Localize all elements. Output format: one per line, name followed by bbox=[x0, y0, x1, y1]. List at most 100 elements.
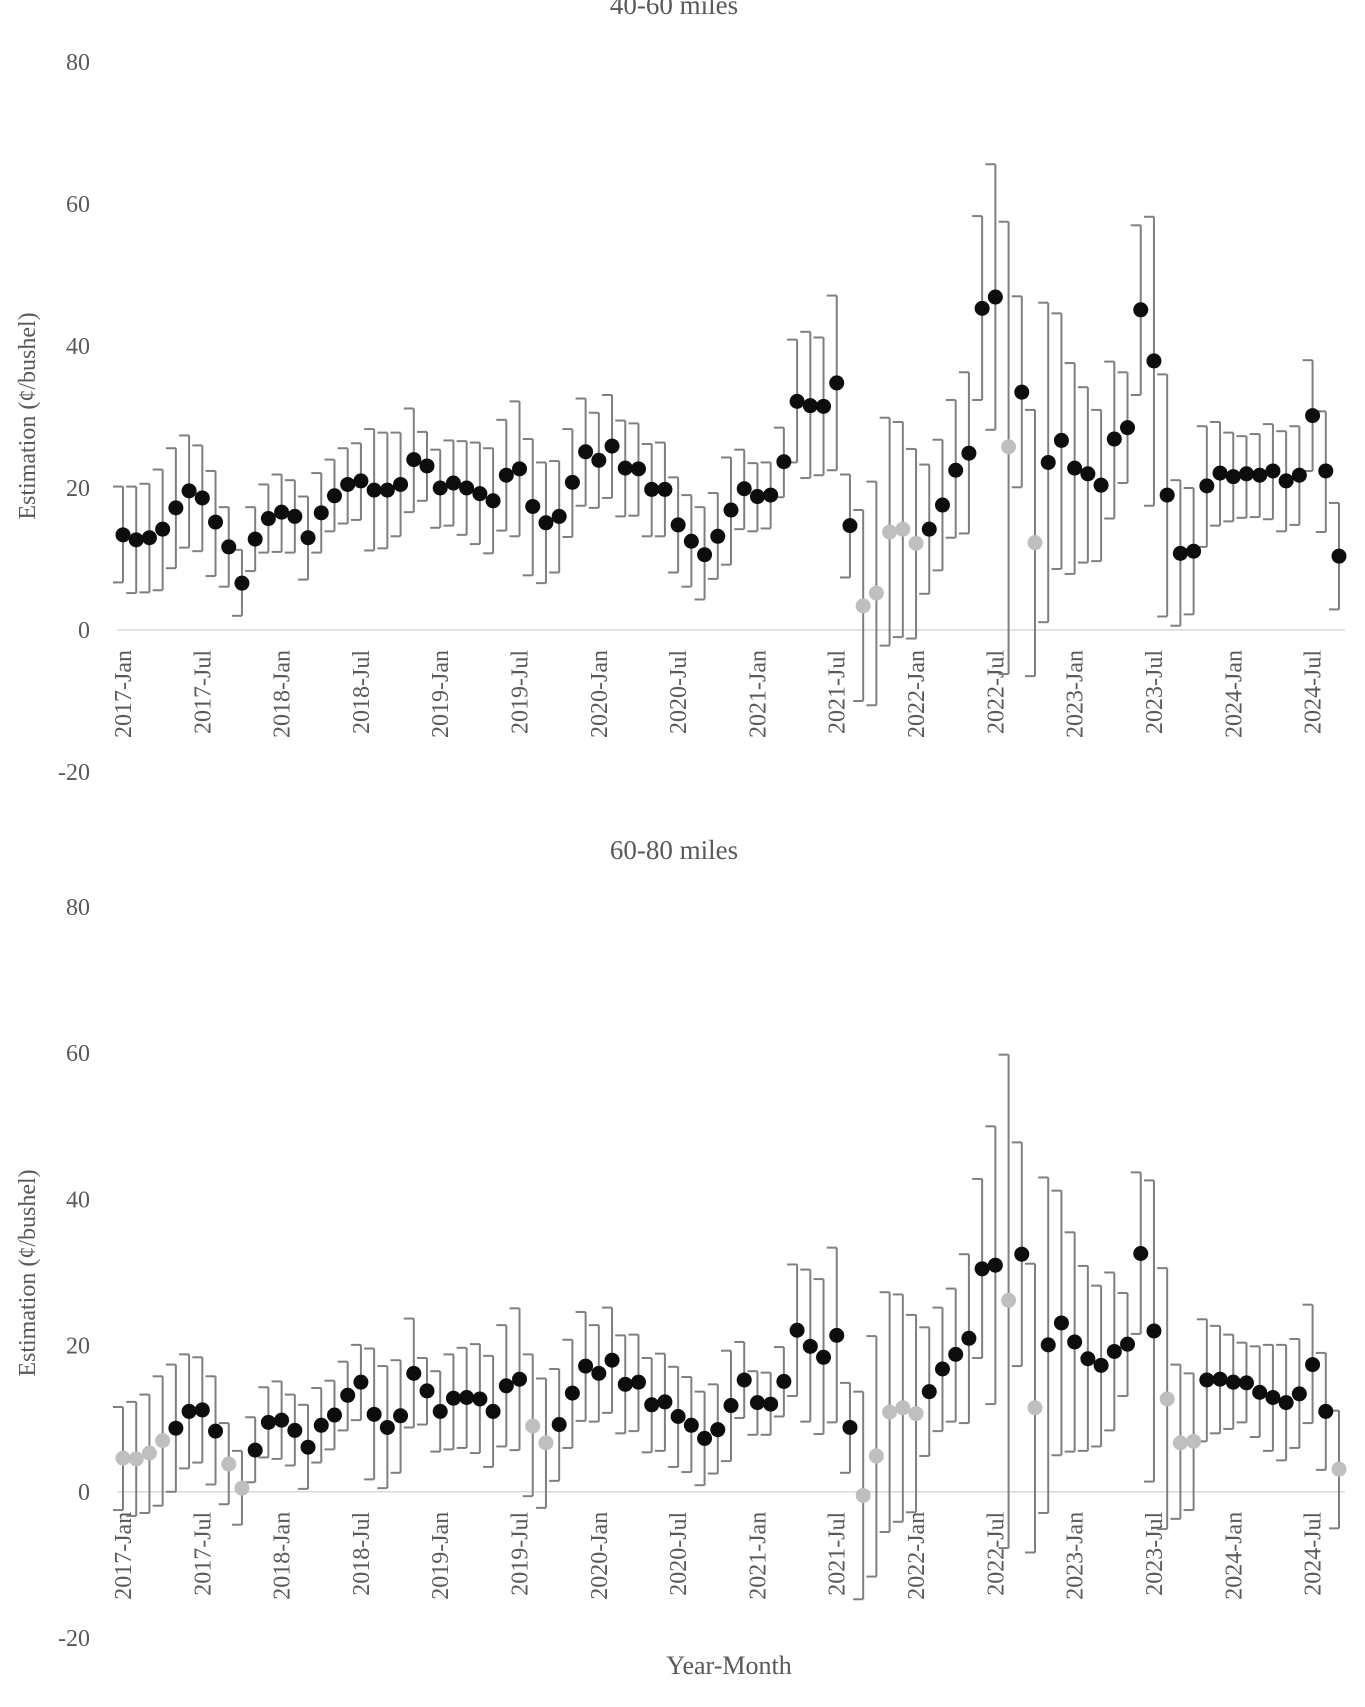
x-tick-label: 2021-Jul bbox=[825, 1511, 851, 1595]
data-point-muted bbox=[538, 1435, 554, 1451]
x-tick-label: 2021-Jan bbox=[745, 1512, 771, 1600]
data-point bbox=[340, 1387, 356, 1403]
data-point bbox=[221, 539, 237, 555]
data-point bbox=[181, 483, 197, 499]
data-point bbox=[591, 1365, 607, 1381]
y-tick-label: 20 bbox=[66, 1334, 90, 1360]
data-point bbox=[802, 1338, 818, 1354]
data-point bbox=[1305, 1357, 1321, 1373]
data-point bbox=[274, 1412, 290, 1428]
data-point bbox=[1278, 473, 1294, 489]
data-point bbox=[1318, 463, 1334, 479]
panel-40-60-miles: 40-60 miles Estimation (¢/bushel) -20 0 20… bbox=[15, 0, 1347, 786]
data-point bbox=[961, 445, 977, 461]
data-point bbox=[987, 1257, 1003, 1273]
x-tick-label: 2019-Jul bbox=[508, 1511, 534, 1595]
data-point bbox=[181, 1403, 197, 1419]
x-tick-label: 2019-Jan bbox=[428, 1512, 454, 1600]
panel-60-80-miles: 60-80 miles Estimation (¢/bushel) -20 0 20… bbox=[15, 835, 1347, 1680]
x-tick-label: 2017-Jul bbox=[190, 1511, 216, 1595]
y-axis-label: Estimation (¢/bushel) bbox=[15, 1169, 41, 1376]
data-point bbox=[749, 1395, 765, 1411]
data-point-muted bbox=[234, 1480, 250, 1496]
data-point bbox=[974, 300, 990, 316]
x-tick-label: 2020-Jan bbox=[587, 650, 613, 738]
data-point bbox=[842, 1419, 858, 1435]
data-point bbox=[379, 1419, 395, 1435]
data-point bbox=[934, 1361, 950, 1377]
y-tick-label: 40 bbox=[66, 334, 90, 360]
data-point bbox=[657, 481, 673, 497]
data-point-muted bbox=[895, 1400, 911, 1416]
x-tick-label: 2023-Jul bbox=[1142, 1511, 1168, 1595]
data-point bbox=[1014, 384, 1030, 400]
data-point bbox=[208, 514, 224, 530]
data-point bbox=[234, 575, 250, 591]
x-tick-label: 2021-Jul bbox=[825, 650, 851, 734]
y-tick-label: 20 bbox=[66, 476, 90, 502]
x-tick-label: 2024-Jan bbox=[1221, 650, 1247, 738]
x-tick-label: 2023-Jul bbox=[1142, 650, 1168, 734]
data-point bbox=[564, 474, 580, 490]
data-point bbox=[987, 289, 1003, 305]
data-point bbox=[1212, 1371, 1228, 1387]
data-point bbox=[1186, 543, 1202, 559]
data-point bbox=[591, 452, 607, 468]
data-point bbox=[247, 531, 263, 547]
data-point bbox=[1133, 302, 1149, 318]
data-point bbox=[1225, 1374, 1241, 1390]
data-point-muted bbox=[115, 1450, 131, 1466]
data-point bbox=[432, 480, 448, 496]
data-point bbox=[1120, 420, 1136, 436]
data-point bbox=[1093, 477, 1109, 493]
y-tick-label: 60 bbox=[66, 192, 90, 218]
data-point-muted bbox=[908, 1406, 924, 1422]
data-point bbox=[657, 1394, 673, 1410]
data-point bbox=[723, 1398, 739, 1414]
data-point bbox=[617, 1376, 633, 1392]
data-point bbox=[604, 438, 620, 454]
data-point bbox=[472, 1391, 488, 1407]
data-point bbox=[498, 1378, 514, 1394]
data-point bbox=[934, 497, 950, 513]
data-point-muted bbox=[908, 535, 924, 551]
data-point bbox=[1265, 463, 1281, 479]
data-point-muted bbox=[1001, 439, 1017, 455]
data-point bbox=[406, 452, 422, 468]
data-point-muted bbox=[895, 521, 911, 537]
x-tick-label: 2018-Jan bbox=[270, 650, 296, 738]
data-point bbox=[445, 475, 461, 491]
data-point bbox=[921, 1384, 937, 1400]
data-point bbox=[630, 461, 646, 477]
data-point bbox=[670, 517, 686, 533]
x-tick-label: 2022-Jan bbox=[904, 650, 930, 738]
data-point bbox=[710, 528, 726, 544]
data-point bbox=[538, 515, 554, 531]
data-point bbox=[459, 480, 475, 496]
data-point bbox=[512, 461, 528, 477]
data-point bbox=[802, 398, 818, 414]
data-point bbox=[816, 398, 832, 414]
data-point-muted bbox=[1001, 1292, 1017, 1308]
data-point bbox=[564, 1385, 580, 1401]
data-point-muted bbox=[868, 585, 884, 601]
data-point bbox=[1252, 467, 1268, 483]
data-point bbox=[776, 454, 792, 470]
x-tick-label: 2018-Jul bbox=[349, 650, 375, 734]
data-point bbox=[1040, 454, 1056, 470]
data-point bbox=[1093, 1357, 1109, 1373]
data-point bbox=[789, 393, 805, 409]
data-point bbox=[697, 1430, 713, 1446]
data-point-muted bbox=[1027, 1400, 1043, 1416]
data-point bbox=[1199, 478, 1215, 494]
data-point bbox=[1053, 432, 1069, 448]
data-point bbox=[1238, 1375, 1254, 1391]
data-point bbox=[948, 1346, 964, 1362]
data-point bbox=[512, 1371, 528, 1387]
data-point-muted bbox=[1159, 1391, 1175, 1407]
data-point bbox=[697, 547, 713, 563]
y-tick-label: 0 bbox=[78, 1480, 90, 1506]
data-point-muted bbox=[855, 598, 871, 614]
data-point bbox=[313, 505, 329, 521]
